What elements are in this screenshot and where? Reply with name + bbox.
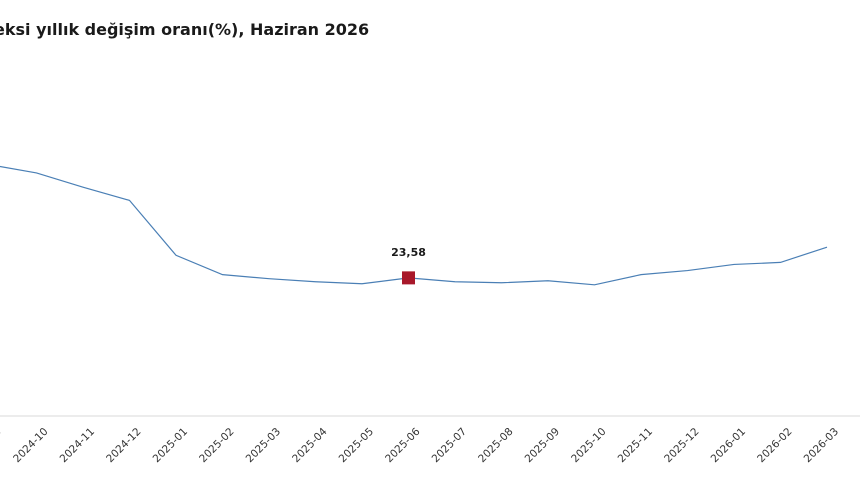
highlight-marks: 23,58 [391,246,426,285]
x-tick-label: 2025-11 [616,426,656,466]
x-tick-label: 2025-01 [151,426,191,466]
x-tick-label: 2026-03 [802,426,842,466]
x-tick-label: 2024-12 [104,426,144,466]
x-tick-label: 2025-10 [569,426,609,466]
series-lines [0,165,828,286]
chart-title: eksi yıllık değişim oranı(%), Haziran 20… [0,20,370,39]
x-tick-label: 2025-06 [383,425,423,465]
x-tick-label: 2025-04 [290,425,330,465]
x-tick-label: 2025-08 [476,426,516,466]
series-line [0,165,828,286]
x-tick-label: 2024-10 [11,426,51,466]
data-label: 23,58 [391,246,426,259]
x-tick-label: 2025-09 [523,426,563,466]
x-tick-label: 2025-05 [337,426,377,466]
highlight-point-marker [402,271,415,285]
x-tick-label: 2025-03 [244,426,284,466]
x-tick-label: 2026-02 [755,426,795,466]
x-tick-label: 2025-02 [197,426,237,466]
x-tick-label: 2024-09 [0,426,4,466]
x-tick-label: 2025-07 [430,426,470,466]
x-tick-label: 2026-01 [709,426,749,466]
x-tick-label: 2024-11 [58,426,98,466]
x-tick-label: 2025-12 [662,426,702,466]
x-tick-labels: 2024-09 2024-10 2024-11 2024-12 2025-01 2025-… [0,425,841,465]
